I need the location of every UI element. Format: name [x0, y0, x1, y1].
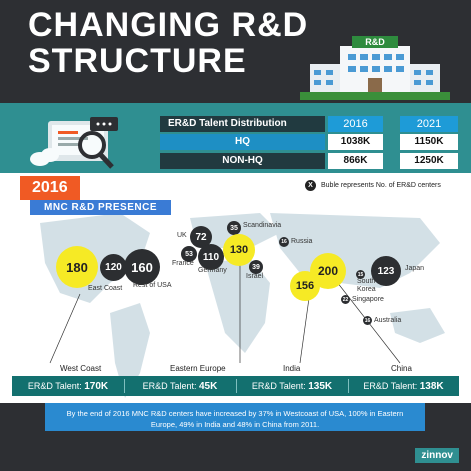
- presence-title: MNC R&D PRESENCE: [30, 200, 172, 215]
- label-australia: Australia: [374, 317, 402, 324]
- divider: [236, 379, 237, 393]
- nonhq-2021-value: 1250K: [400, 153, 458, 169]
- talent-value: 135K: [308, 381, 333, 392]
- table-header-label: ER&D Talent Distribution: [160, 116, 325, 132]
- label-east-coast: East Coast: [88, 285, 123, 292]
- bubble-scandinavia: 35: [227, 221, 241, 235]
- talent-china: ER&D Talent: 138K: [348, 376, 459, 396]
- nonhq-2016-value: 866K: [328, 153, 383, 169]
- talent-label: ER&D Talent:: [363, 381, 418, 391]
- label-japan: Japan: [405, 265, 425, 272]
- research-icon: [30, 117, 118, 169]
- page-title-line2: STRUCTURE: [28, 42, 247, 80]
- page-title-line1: CHANGING R&D: [28, 6, 309, 44]
- brand-logo: zinnov: [415, 448, 459, 463]
- talent-eastern-europe: ER&D Talent: 45K: [124, 376, 236, 396]
- bubble-australia: 16: [363, 316, 372, 325]
- hq-2021-value: 1150K: [400, 134, 458, 150]
- bubble-rest-usa: 160: [124, 249, 160, 285]
- bubble-west-coast: 180: [56, 246, 98, 288]
- label-russia: Russia: [291, 238, 313, 245]
- bubble-singapore: 22: [341, 295, 350, 304]
- bubble-eastern-europe: 130: [223, 234, 255, 266]
- bubble-russia: 16: [279, 237, 289, 247]
- bubble-east-coast: 120: [100, 254, 127, 281]
- label-south-korea: South Korea: [357, 278, 376, 293]
- close-icon: X: [305, 180, 316, 191]
- talent-value: 170K: [84, 381, 109, 392]
- region-west-coast: West Coast: [60, 364, 102, 373]
- label-scandinavia: Scandinavia: [243, 222, 282, 229]
- bubble-south-korea: 15: [356, 270, 365, 279]
- regional-talent-row: ER&D Talent: 170K ER&D Talent: 45K ER&D …: [12, 376, 459, 396]
- talent-west-coast: ER&D Talent: 170K: [12, 376, 124, 396]
- talent-value: 138K: [419, 381, 444, 392]
- divider: [348, 379, 349, 393]
- talent-india: ER&D Talent: 135K: [236, 376, 348, 396]
- region-india: India: [283, 364, 301, 373]
- divider: [124, 379, 125, 393]
- talent-label: ER&D Talent:: [142, 381, 197, 391]
- bubble-israel: 39: [249, 260, 263, 274]
- building-sign: R&D: [365, 37, 385, 47]
- talent-label: ER&D Talent:: [251, 381, 306, 391]
- label-israel: Israel: [246, 273, 264, 280]
- label-rest-usa: Rest of USA: [133, 282, 172, 289]
- region-row: West Coast Eastern Europe India China: [15, 364, 456, 376]
- label-france: France: [172, 260, 194, 267]
- nonhq-row-label: NON-HQ: [160, 153, 325, 169]
- legend: X Buble represents No. of ER&D centers: [305, 180, 441, 191]
- footer: [0, 440, 471, 471]
- region-eastern-europe: Eastern Europe: [170, 364, 226, 373]
- building-icon: R&D: [300, 36, 450, 100]
- hq-row-label: HQ: [160, 134, 325, 150]
- region-china: China: [391, 364, 412, 373]
- label-germany: Germany: [198, 267, 227, 274]
- year-2021-header: 2021: [400, 116, 458, 132]
- talent-table: ER&D Talent Distribution 2016 2021 HQ 10…: [160, 116, 463, 170]
- bubble-france: 53: [181, 246, 197, 262]
- talent-value: 45K: [199, 381, 218, 392]
- legend-text: Buble represents No. of ER&D centers: [321, 182, 441, 189]
- year-2016-header: 2016: [328, 116, 383, 132]
- bubble-japan: 123: [371, 256, 401, 286]
- summary-text: By the end of 2016 MNC R&D centers have …: [45, 403, 425, 431]
- bubble-uk: 72: [190, 226, 212, 248]
- label-uk: UK: [177, 232, 187, 239]
- bubble-germany: 110: [198, 244, 224, 270]
- bubble-china: 200: [310, 253, 346, 289]
- year-tag: 2016: [20, 176, 80, 200]
- talent-label: ER&D Talent:: [27, 381, 82, 391]
- label-singapore: Singapore: [352, 296, 384, 303]
- hq-2016-value: 1038K: [328, 134, 383, 150]
